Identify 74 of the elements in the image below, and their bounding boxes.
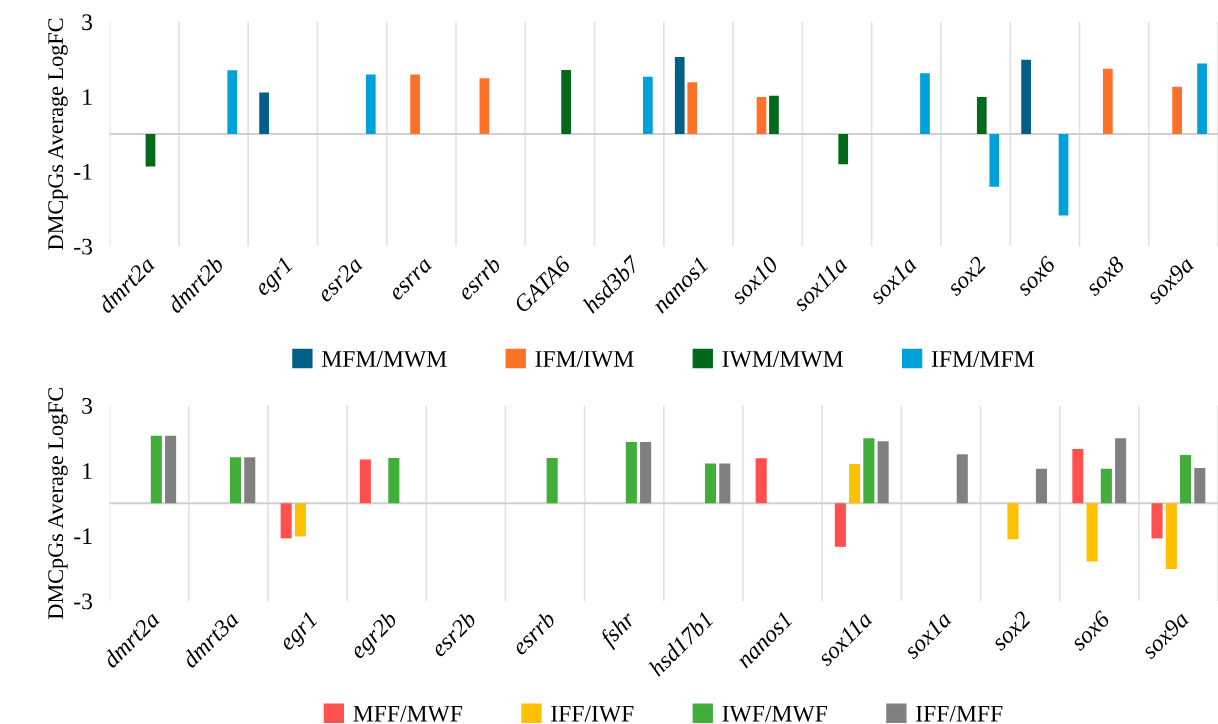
bar — [388, 457, 400, 504]
bar — [625, 441, 637, 504]
y-tick-label: -1 — [74, 163, 92, 180]
y-tick-label: -1 — [74, 528, 92, 544]
bar — [561, 69, 571, 134]
bar — [1165, 503, 1177, 569]
bar — [769, 95, 779, 134]
bar — [1103, 68, 1113, 134]
legend-label: IFM/MFM — [931, 351, 1034, 367]
bar — [640, 441, 652, 504]
x-tick-label: sox2 — [945, 255, 987, 297]
y-axis-title: DMCpGs Average LogFC — [48, 18, 68, 250]
y-tick-label: 3 — [82, 398, 93, 414]
bar — [1180, 454, 1192, 504]
bar — [756, 96, 767, 134]
bar — [244, 457, 256, 504]
bar — [150, 435, 162, 504]
x-tick-label: sox2 — [990, 610, 1032, 652]
legend-label: MFF/MWF — [353, 705, 463, 722]
bar — [1086, 503, 1098, 562]
bar — [920, 73, 930, 134]
bar — [410, 74, 420, 134]
bar — [1100, 468, 1112, 504]
y-tick-label: -3 — [74, 238, 93, 255]
bar — [1035, 468, 1047, 504]
legend-label: IFM/IWM — [535, 351, 634, 367]
bar — [259, 92, 269, 134]
bar — [294, 503, 306, 537]
bar — [877, 441, 889, 504]
legend-label: MFM/MWM — [321, 351, 447, 367]
bar — [546, 457, 558, 504]
bar — [849, 464, 861, 504]
bar — [359, 459, 371, 504]
y-tick-label: 3 — [82, 14, 93, 31]
bar — [1197, 63, 1207, 134]
bar — [1007, 503, 1019, 540]
bar — [365, 74, 376, 134]
y-axis-title: DMCpGs Average LogFC — [48, 387, 68, 620]
bar — [165, 435, 177, 504]
bar — [976, 96, 987, 134]
x-tick-label: egr1 — [278, 611, 321, 655]
y-tick-label: 1 — [83, 89, 92, 105]
y-tick-label: 1 — [83, 463, 92, 479]
bar — [956, 454, 968, 504]
x-tick-label: fshr — [598, 609, 640, 651]
legend-label: IWF/MWF — [722, 705, 828, 722]
bar — [1151, 503, 1163, 539]
bar — [479, 78, 490, 134]
bar — [1058, 133, 1069, 216]
bar — [1115, 438, 1127, 504]
bar — [755, 458, 767, 504]
x-tick-label: egr1 — [253, 256, 297, 300]
bar — [145, 133, 156, 167]
bar — [229, 457, 242, 504]
legend-label: IFF/MFF — [916, 705, 1003, 722]
bar — [643, 76, 653, 134]
bar — [989, 133, 1000, 187]
bar — [1194, 467, 1206, 504]
bar — [280, 503, 292, 539]
legend-label: IWM/MWM — [722, 351, 843, 367]
bar — [704, 463, 717, 504]
bar — [674, 56, 685, 134]
bar — [1172, 86, 1182, 134]
bar — [838, 133, 849, 165]
bar — [834, 503, 846, 547]
bar — [227, 70, 238, 134]
x-tick-label: sox8 — [1084, 255, 1126, 297]
bar — [719, 463, 731, 504]
legend-label: IFF/IWF — [551, 705, 634, 722]
bar — [687, 82, 698, 134]
y-tick-label: -3 — [74, 593, 93, 610]
bar — [863, 438, 875, 504]
bar — [1021, 59, 1031, 134]
bar — [1072, 449, 1084, 504]
